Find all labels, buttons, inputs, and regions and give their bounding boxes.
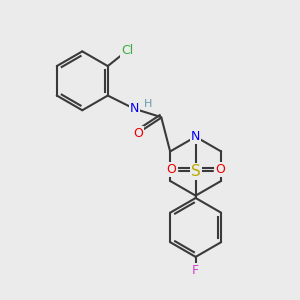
Text: O: O	[166, 163, 176, 176]
Text: O: O	[215, 163, 225, 176]
Text: S: S	[191, 164, 200, 179]
Text: Cl: Cl	[121, 44, 133, 57]
Text: N: N	[191, 130, 200, 143]
Text: F: F	[192, 264, 199, 277]
Text: H: H	[144, 99, 152, 109]
Text: N: N	[130, 102, 139, 115]
Text: O: O	[133, 127, 143, 140]
